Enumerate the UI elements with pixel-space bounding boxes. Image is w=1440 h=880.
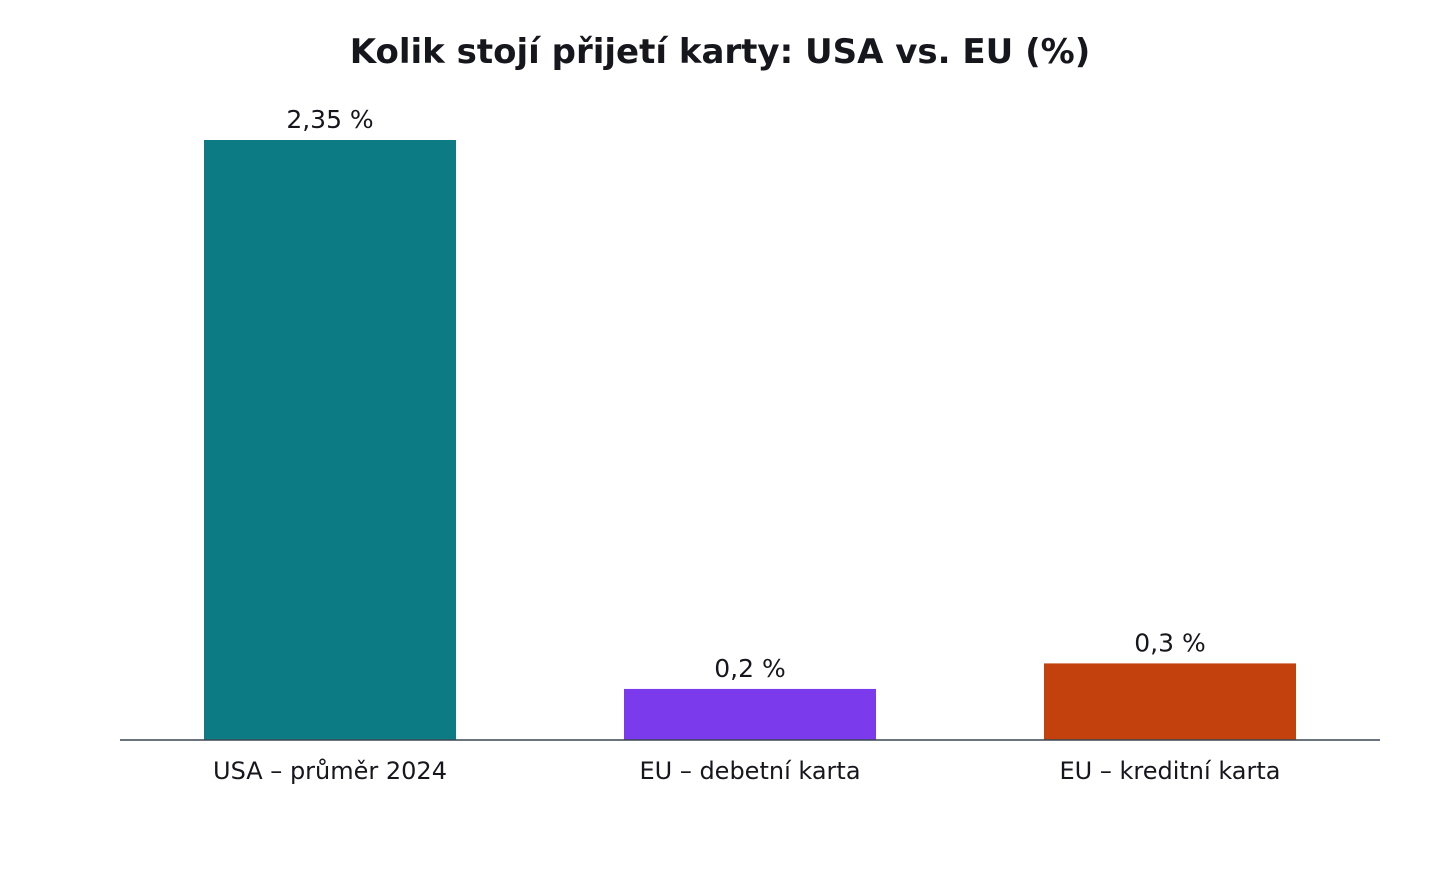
bar-1 [204,140,456,740]
bar-3 [1044,663,1296,740]
bar-value-label-2: 0,2 % [714,654,785,683]
chart-title: Kolik stojí přijetí karty: USA vs. EU (%… [350,32,1090,72]
bar-value-label-3: 0,3 % [1134,628,1205,657]
bar-value-label-1: 2,35 % [286,105,373,134]
x-tick-label-3: EU – kreditní karta [1060,757,1281,785]
bars-group [204,140,1296,740]
x-tick-label-1: USA – průměr 2024 [213,757,447,785]
bar-2 [624,688,876,740]
value-labels-group: 2,35 % 0,2 % 0,3 % [286,105,1205,683]
x-tick-labels-group: USA – průměr 2024 EU – debetní karta EU – … [213,757,1280,785]
x-tick-label-2: EU – debetní karta [639,757,860,785]
